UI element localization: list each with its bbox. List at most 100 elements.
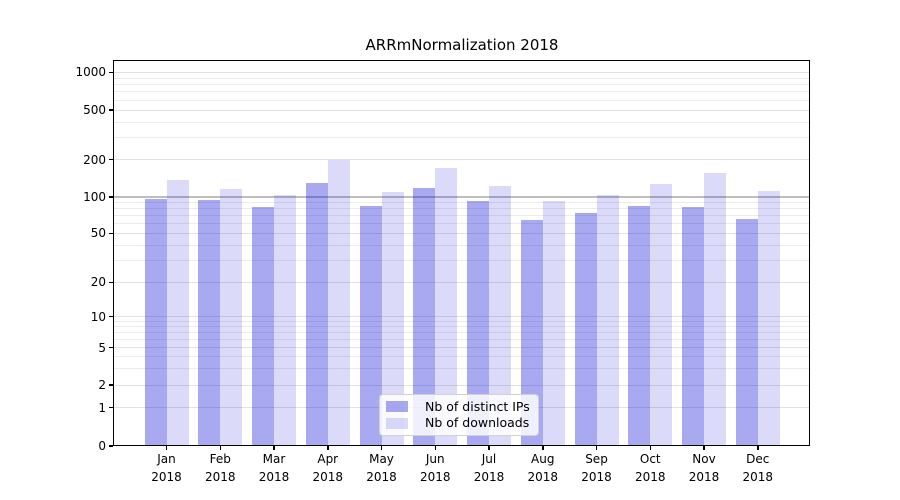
gridline-minor-600 — [114, 99, 810, 101]
bar-downloads-nov — [704, 172, 726, 446]
gridline-minor-4 — [114, 356, 810, 358]
y-tick-label-1000: 1000 — [75, 65, 106, 80]
bar-distinct-ips-jul — [467, 200, 489, 446]
x-tick-year: 2018 — [742, 469, 774, 484]
gridline-minor-7 — [114, 332, 810, 334]
y-tick-label-0: 0 — [98, 439, 106, 453]
legend-swatch-downloads — [386, 417, 408, 429]
x-tick-month: Mar — [262, 452, 286, 466]
y-tick-mark-20 — [109, 281, 113, 284]
y-tick-label-100: 100 — [83, 190, 106, 204]
gridline-minor-80 — [114, 208, 810, 210]
legend: Nb of distinct IPs Nb of downloads — [379, 394, 539, 436]
legend-label-distinct-ips: Nb of distinct IPs — [425, 398, 530, 414]
x-tick-mark-oct — [649, 446, 651, 450]
bar-distinct-ips-mar — [252, 206, 274, 446]
x-tick-mark-aug — [542, 446, 544, 450]
x-tick-mark-apr — [327, 446, 329, 450]
gridline-minor-900 — [114, 77, 810, 79]
x-tick-label-feb: Feb 2018 — [192, 451, 248, 486]
x-tick-month: Feb — [209, 452, 231, 466]
x-tick-month: Apr — [317, 452, 339, 466]
x-tick-year: 2018 — [634, 469, 666, 484]
x-tick-label-nov: Nov 2018 — [676, 451, 732, 486]
x-tick-label-apr: Apr 2018 — [300, 451, 356, 486]
x-tick-year: 2018 — [366, 469, 397, 484]
bar-downloads-dec — [757, 190, 780, 446]
x-tick-year: 2018 — [419, 469, 451, 484]
x-tick-label-aug: Aug 2018 — [515, 451, 571, 486]
bar-distinct-ips-dec — [735, 218, 758, 446]
bar-distinct-ips-sep — [574, 212, 597, 446]
y-tick-mark-50 — [109, 232, 113, 235]
bar-layer — [114, 61, 810, 446]
x-tick-label-mar: Mar 2018 — [246, 451, 302, 486]
x-tick-year: 2018 — [473, 469, 505, 484]
gridline-2 — [114, 384, 810, 386]
gridline-major-100 — [114, 196, 810, 198]
gridline-200 — [114, 159, 810, 160]
bar-downloads-may — [381, 192, 404, 446]
gridline-minor-90 — [114, 202, 810, 204]
y-tick-mark-0 — [109, 445, 113, 447]
x-tick-year: 2018 — [527, 469, 559, 484]
gridline-minor-6 — [114, 339, 810, 341]
legend-swatch-distinct-ips — [386, 401, 408, 413]
bar-downloads-jun — [435, 167, 458, 446]
y-tick-label-5: 5 — [98, 340, 106, 355]
bar-distinct-ips-oct — [628, 205, 651, 446]
plot-area — [114, 61, 810, 446]
chart-title: ARRmNormalization 2018 — [365, 36, 559, 54]
bar-downloads-jan — [166, 179, 189, 446]
x-tick-year: 2018 — [688, 469, 720, 484]
bar-downloads-apr — [327, 159, 350, 446]
bar-downloads-sep — [596, 194, 619, 446]
x-tick-month: Oct — [639, 452, 661, 466]
y-tick-mark-10 — [109, 315, 113, 318]
x-tick-month: Dec — [746, 452, 770, 466]
y-tick-label-1: 1 — [98, 400, 106, 415]
x-tick-month: Jul — [481, 452, 497, 466]
bar-downloads-mar — [274, 195, 296, 446]
x-tick-month: Nov — [692, 452, 716, 466]
gridline-minor-9 — [114, 320, 810, 322]
gridline-50 — [114, 232, 810, 234]
y-tick-mark-1 — [109, 406, 113, 409]
y-tick-mark-500 — [109, 109, 113, 111]
bar-downloads-aug — [542, 200, 565, 446]
bar-distinct-ips-nov — [682, 207, 704, 446]
bar-distinct-ips-jan — [144, 198, 167, 446]
x-tick-mark-feb — [219, 446, 221, 450]
x-tick-label-sep: Sep 2018 — [569, 451, 625, 486]
gridline-minor-400 — [114, 121, 810, 123]
x-tick-month: Sep — [585, 452, 608, 466]
gridline-1000 — [114, 71, 810, 73]
y-tick-label-2: 2 — [98, 378, 106, 392]
gridline-minor-3 — [114, 367, 810, 369]
y-tick-label-500: 500 — [83, 103, 106, 117]
x-tick-year: 2018 — [151, 469, 182, 484]
bar-downloads-feb — [220, 189, 243, 446]
x-tick-mark-nov — [703, 446, 705, 450]
y-tick-mark-100 — [109, 196, 113, 198]
gridline-minor-700 — [114, 91, 810, 93]
legend-label-downloads: Nb of downloads — [425, 415, 530, 431]
bar-distinct-ips-apr — [305, 182, 328, 446]
bar-distinct-ips-jun — [413, 187, 436, 446]
bar-distinct-ips-may — [359, 206, 382, 446]
x-tick-mark-sep — [595, 446, 598, 450]
y-tick-mark-200 — [109, 158, 113, 161]
gridline-minor-800 — [114, 83, 810, 85]
gridline-minor-300 — [114, 137, 810, 139]
x-tick-year: 2018 — [581, 469, 612, 484]
y-tick-mark-5 — [109, 346, 113, 349]
x-tick-label-jan: Jan 2018 — [139, 451, 195, 486]
bar-distinct-ips-aug — [520, 220, 543, 446]
x-tick-label-jun: Jun 2018 — [407, 451, 463, 486]
x-tick-month: Aug — [531, 452, 555, 466]
x-tick-year: 2018 — [204, 469, 236, 484]
y-tick-mark-2 — [109, 384, 113, 386]
x-tick-mark-jan — [165, 446, 168, 450]
y-tick-label-20: 20 — [90, 275, 106, 290]
